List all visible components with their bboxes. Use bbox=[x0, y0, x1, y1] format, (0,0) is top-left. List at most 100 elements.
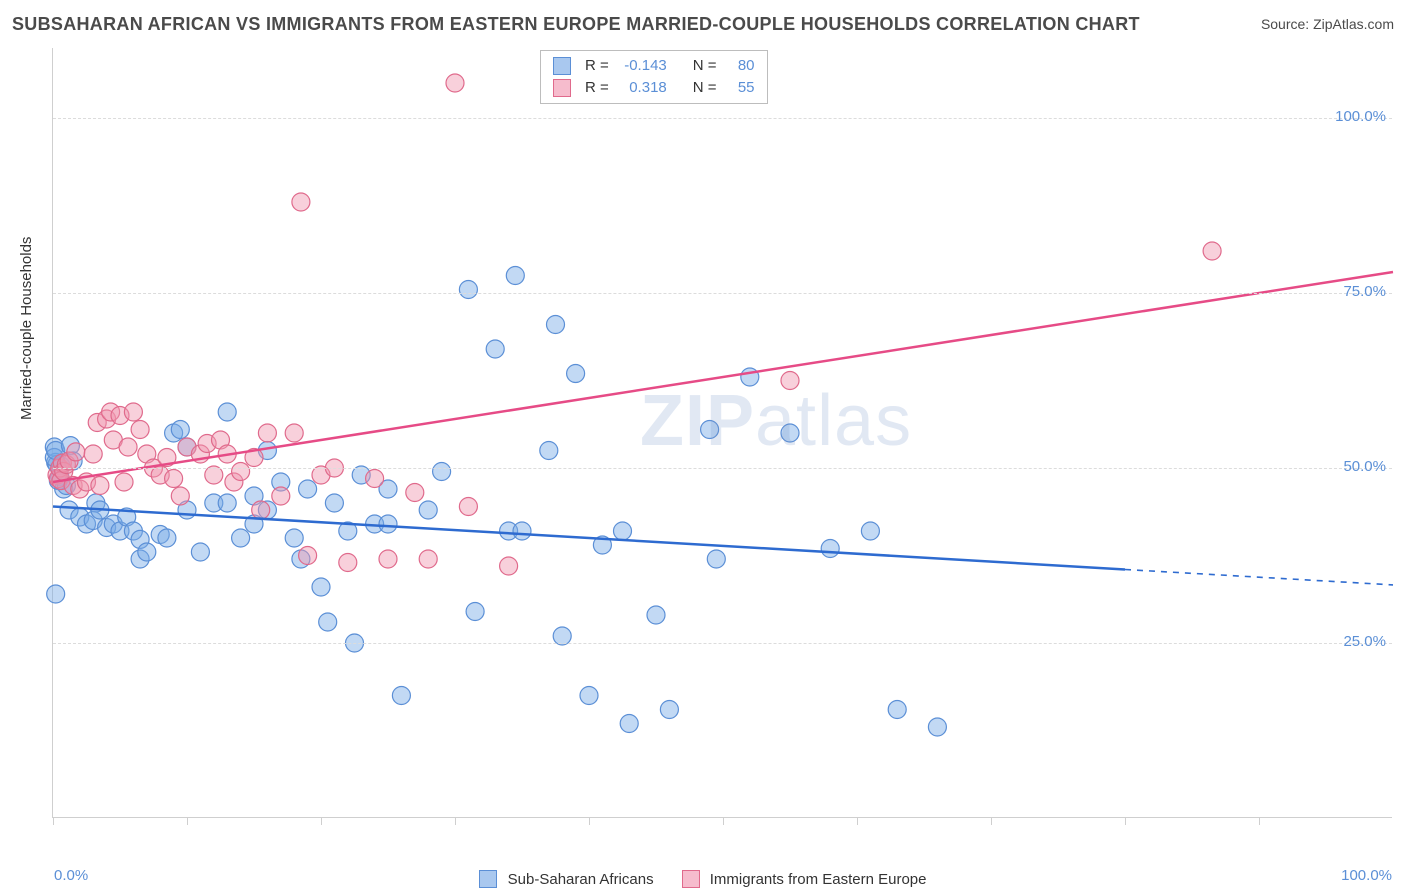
y-tick-label: 50.0% bbox=[1343, 458, 1386, 475]
gridline bbox=[53, 643, 1392, 644]
x-tick bbox=[321, 817, 322, 825]
point-series-a bbox=[191, 543, 209, 561]
point-series-a bbox=[218, 403, 236, 421]
point-series-a bbox=[433, 463, 451, 481]
point-series-a bbox=[232, 529, 250, 547]
point-series-b bbox=[500, 557, 518, 575]
point-series-a bbox=[158, 529, 176, 547]
point-series-a bbox=[701, 421, 719, 439]
point-series-a bbox=[620, 715, 638, 733]
chart-title: SUBSAHARAN AFRICAN VS IMMIGRANTS FROM EA… bbox=[12, 14, 1140, 35]
point-series-b bbox=[459, 498, 477, 516]
point-series-a bbox=[319, 613, 337, 631]
point-series-b bbox=[419, 550, 437, 568]
point-series-b bbox=[379, 550, 397, 568]
x-tick bbox=[589, 817, 590, 825]
source-attribution: Source: ZipAtlas.com bbox=[1261, 16, 1394, 32]
point-series-b bbox=[285, 424, 303, 442]
x-tick bbox=[187, 817, 188, 825]
point-series-b bbox=[232, 463, 250, 481]
y-axis-label: Married-couple Households bbox=[18, 237, 35, 420]
point-series-b bbox=[1203, 242, 1221, 260]
point-series-b bbox=[272, 487, 290, 505]
gridline bbox=[53, 293, 1392, 294]
point-series-b bbox=[258, 424, 276, 442]
correlation-stats-box: R = -0.143 N = 80 R = 0.318 N = 55 bbox=[540, 50, 768, 104]
r-value: -0.143 bbox=[617, 55, 667, 77]
trendline-series-a bbox=[53, 507, 1125, 570]
series-b-swatch bbox=[553, 79, 571, 97]
point-series-a bbox=[861, 522, 879, 540]
point-series-a bbox=[466, 603, 484, 621]
point-series-a bbox=[614, 522, 632, 540]
point-series-b bbox=[292, 193, 310, 211]
point-series-a bbox=[888, 701, 906, 719]
n-label: N = bbox=[693, 55, 717, 77]
point-series-a bbox=[928, 718, 946, 736]
point-series-b bbox=[84, 445, 102, 463]
series-a-swatch bbox=[479, 870, 497, 888]
point-series-b bbox=[165, 470, 183, 488]
point-series-b bbox=[366, 470, 384, 488]
gridline bbox=[53, 468, 1392, 469]
gridline bbox=[53, 118, 1392, 119]
y-tick-label: 100.0% bbox=[1335, 108, 1386, 125]
plot-area bbox=[52, 48, 1392, 818]
x-tick bbox=[1125, 817, 1126, 825]
point-series-a bbox=[47, 585, 65, 603]
bottom-legend: Sub-Saharan Africans Immigrants from Eas… bbox=[0, 870, 1406, 888]
point-series-b bbox=[446, 74, 464, 92]
chart-svg bbox=[53, 48, 1392, 817]
point-series-b bbox=[406, 484, 424, 502]
point-series-a bbox=[821, 540, 839, 558]
stats-row: R = 0.318 N = 55 bbox=[553, 77, 755, 99]
y-tick-label: 25.0% bbox=[1343, 633, 1386, 650]
x-tick bbox=[53, 817, 54, 825]
point-series-a bbox=[580, 687, 598, 705]
trendline-series-a-ext bbox=[1125, 570, 1393, 585]
x-tick bbox=[991, 817, 992, 825]
point-series-a bbox=[781, 424, 799, 442]
point-series-a bbox=[547, 316, 565, 334]
point-series-a bbox=[567, 365, 585, 383]
point-series-a bbox=[171, 421, 189, 439]
point-series-a bbox=[312, 578, 330, 596]
legend-label: Sub-Saharan Africans bbox=[508, 871, 654, 888]
point-series-b bbox=[91, 477, 109, 495]
r-label: R = bbox=[585, 77, 609, 99]
x-tick bbox=[857, 817, 858, 825]
n-value: 80 bbox=[725, 55, 755, 77]
x-tick bbox=[455, 817, 456, 825]
point-series-a bbox=[218, 494, 236, 512]
point-series-a bbox=[299, 480, 317, 498]
point-series-b bbox=[67, 443, 85, 461]
point-series-a bbox=[506, 267, 524, 285]
stats-row: R = -0.143 N = 80 bbox=[553, 55, 755, 77]
point-series-b bbox=[124, 403, 142, 421]
point-series-a bbox=[285, 529, 303, 547]
x-tick bbox=[1259, 817, 1260, 825]
point-series-a bbox=[459, 281, 477, 299]
point-series-a bbox=[379, 515, 397, 533]
legend-item: Sub-Saharan Africans bbox=[479, 870, 653, 888]
trendline-series-b bbox=[53, 272, 1393, 482]
point-series-b bbox=[119, 438, 137, 456]
r-label: R = bbox=[585, 55, 609, 77]
point-series-a bbox=[419, 501, 437, 519]
point-series-a bbox=[392, 687, 410, 705]
point-series-b bbox=[339, 554, 357, 572]
point-series-a bbox=[707, 550, 725, 568]
point-series-a bbox=[138, 543, 156, 561]
legend-label: Immigrants from Eastern Europe bbox=[710, 871, 927, 888]
legend-item: Immigrants from Eastern Europe bbox=[682, 870, 927, 888]
y-tick-label: 75.0% bbox=[1343, 283, 1386, 300]
point-series-a bbox=[325, 494, 343, 512]
point-series-b bbox=[131, 421, 149, 439]
point-series-a bbox=[660, 701, 678, 719]
point-series-b bbox=[299, 547, 317, 565]
n-label: N = bbox=[693, 77, 717, 99]
series-a-swatch bbox=[553, 57, 571, 75]
point-series-b bbox=[171, 487, 189, 505]
point-series-b bbox=[781, 372, 799, 390]
point-series-a bbox=[540, 442, 558, 460]
